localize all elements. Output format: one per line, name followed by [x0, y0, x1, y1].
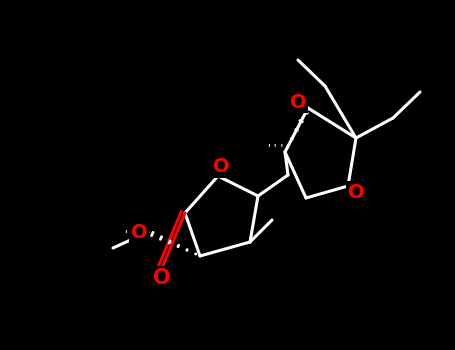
Text: O: O	[348, 182, 364, 202]
Text: ''': '''	[265, 143, 285, 153]
Text: O: O	[153, 268, 171, 288]
Text: O: O	[290, 92, 306, 112]
Text: ''': '''	[122, 229, 142, 239]
Text: O: O	[212, 158, 229, 176]
Text: O: O	[131, 223, 147, 241]
